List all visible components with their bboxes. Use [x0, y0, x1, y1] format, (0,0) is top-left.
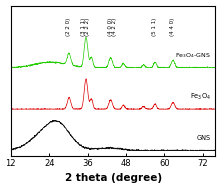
Text: GNS: GNS [196, 135, 211, 141]
Text: (2 2 0): (2 2 0) [67, 18, 72, 36]
Text: (3 1 1): (3 1 1) [81, 18, 86, 36]
Text: (4 0 0): (4 0 0) [108, 18, 113, 36]
Text: Fe$_3$O$_4$-GNS: Fe$_3$O$_4$-GNS [175, 51, 211, 60]
Text: (2 2 2): (2 2 2) [85, 18, 90, 36]
X-axis label: 2 theta (degree): 2 theta (degree) [65, 174, 162, 184]
Text: (4 4 0): (4 4 0) [170, 18, 175, 36]
Text: (5 1 1): (5 1 1) [152, 18, 157, 36]
Text: Fe$_3$O$_4$: Fe$_3$O$_4$ [190, 92, 211, 102]
Text: (4 2 2): (4 2 2) [112, 18, 117, 36]
